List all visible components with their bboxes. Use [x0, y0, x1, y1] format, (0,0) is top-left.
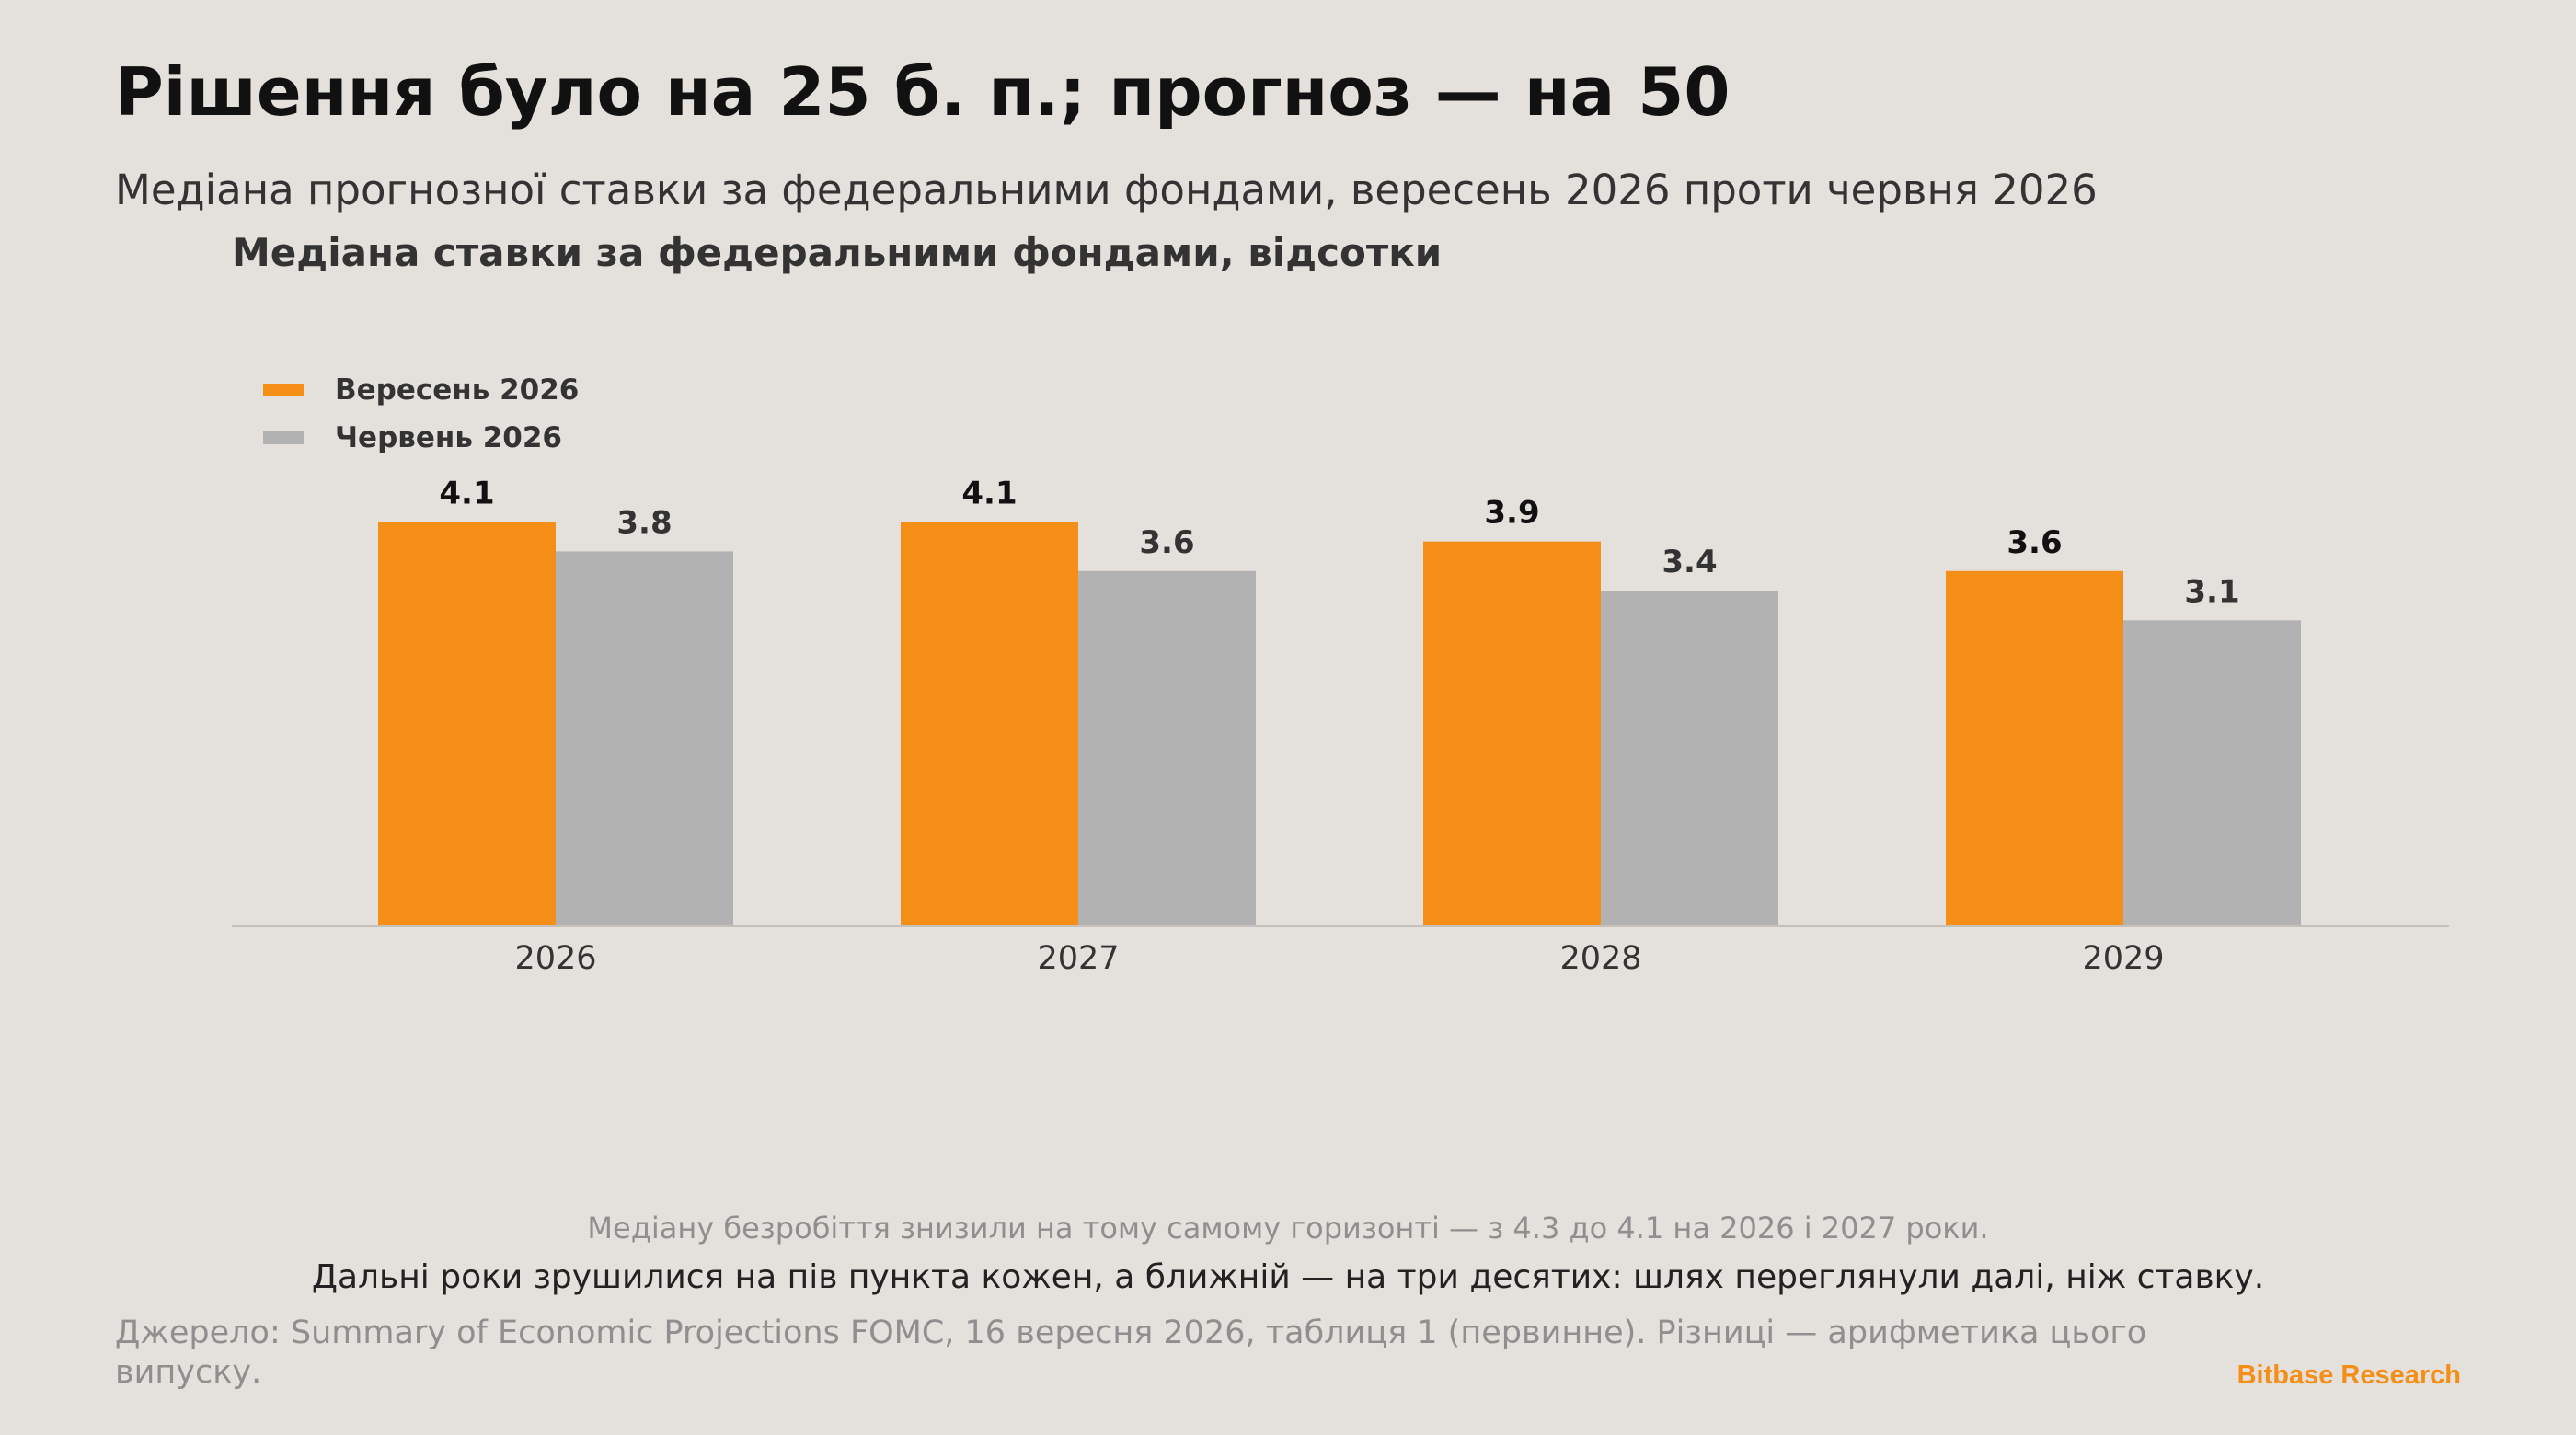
bar-june-2029: [2123, 620, 2301, 925]
brand-logo: Bitbase Research: [2237, 1360, 2461, 1390]
bar-september-2028: [1423, 541, 1601, 925]
chart-subtitle: Медіана прогнозної ставки за федеральним…: [115, 166, 2098, 214]
footnote-takeaway: Дальні роки зрушилися на пів пункта коже…: [311, 1258, 2265, 1296]
bar-june-2026: [556, 551, 733, 925]
bar-september-2027: [901, 522, 1078, 925]
data-label-september-2027: 4.1: [961, 475, 1017, 511]
bar-june-2028: [1601, 591, 1778, 925]
legend-swatch-june: [263, 431, 304, 444]
bar-chart: 4.1 3.8 2026 4.1 3.6 2027 3.9 3.4 2028 3.6 3.1 2029: [232, 475, 2449, 977]
bar-june-2027: [1078, 570, 1256, 925]
chart-axis-title: Медіана ставки за федеральними фондами, …: [232, 230, 1443, 275]
x-tick-label-2028: 2028: [1559, 940, 1641, 977]
legend-swatch-september: [263, 384, 304, 396]
source-note: Джерело: Summary of Economic Projections…: [115, 1314, 2147, 1391]
footnote-unemployment: Медіану безробіття знизили на тому самом…: [587, 1211, 1989, 1246]
legend-label-september: Вересень 2026: [335, 373, 580, 407]
data-label-september-2029: 3.6: [2007, 524, 2062, 561]
chart-headline: Рішення було на 25 б. п.; прогноз — на 5…: [115, 53, 1731, 131]
data-label-june-2028: 3.4: [1662, 544, 1717, 580]
legend-item-september: Вересень 2026: [263, 366, 579, 414]
data-label-september-2028: 3.9: [1484, 495, 1539, 532]
data-label-september-2026: 4.1: [439, 475, 494, 511]
x-tick-label-2027: 2027: [1037, 940, 1119, 977]
data-label-june-2029: 3.1: [2184, 573, 2239, 610]
data-label-june-2027: 3.6: [1139, 524, 1194, 561]
bar-september-2029: [1946, 570, 2123, 925]
legend-item-june: Червень 2026: [263, 414, 579, 462]
bar-september-2026: [378, 522, 556, 925]
x-tick-label-2029: 2029: [2082, 940, 2164, 977]
legend-label-june: Червень 2026: [335, 421, 563, 454]
data-label-june-2026: 3.8: [616, 504, 672, 541]
chart-legend: Вересень 2026 Червень 2026: [263, 366, 579, 462]
x-tick-label-2026: 2026: [514, 940, 596, 977]
